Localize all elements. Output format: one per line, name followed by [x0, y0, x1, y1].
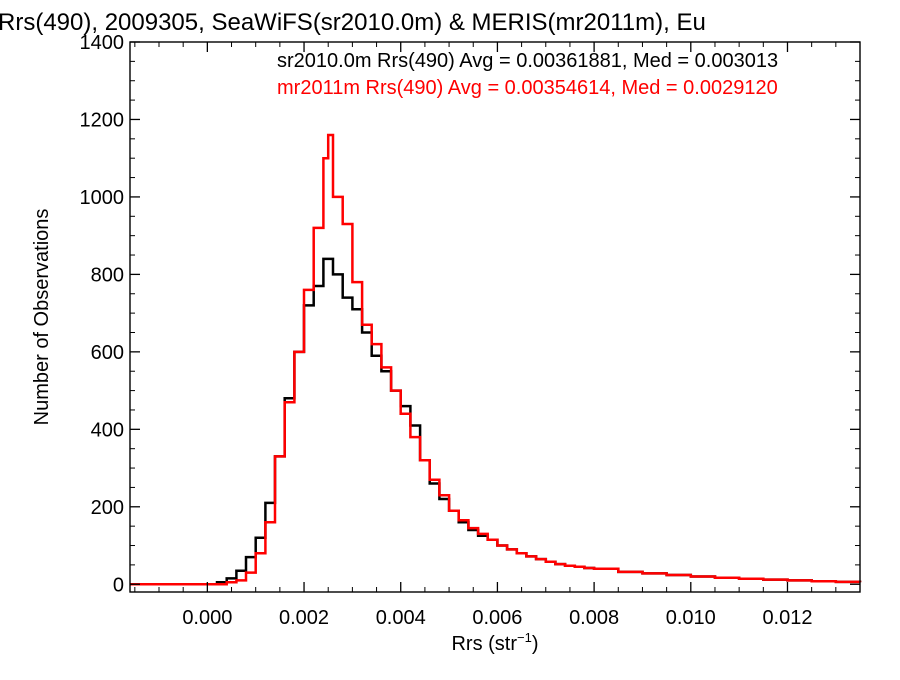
- x-tick-label: 0.010: [666, 607, 716, 629]
- x-tick-label: 0.002: [279, 607, 329, 629]
- x-axis-label-end: ): [532, 633, 539, 655]
- y-tick-label: 400: [91, 419, 124, 441]
- plot-series: [130, 133, 862, 586]
- x-tick-label: 0.008: [569, 607, 619, 629]
- y-tick-label: 600: [91, 342, 124, 364]
- x-axis-label: Rrs (str−1): [451, 630, 538, 655]
- y-tick-label: 1000: [80, 187, 125, 209]
- series-line-sr2010.0m: [130, 257, 862, 586]
- y-axis-label: Number of Observations: [31, 209, 53, 426]
- annotation-black: sr2010.0m Rrs(490) Avg = 0.00361881, Med…: [277, 50, 778, 72]
- chart-title: Rrs(490), 2009305, SeaWiFS(sr2010.0m) & …: [0, 9, 706, 36]
- x-axis-ticks: 0.000 0.002 0.004 0.006 0.008 0.010 0.012: [134, 42, 861, 629]
- y-tick-label: 0: [113, 574, 124, 596]
- plot-frame: [129, 41, 861, 593]
- series-line-mr2011m: [130, 133, 862, 586]
- y-tick-label: 200: [91, 497, 124, 519]
- x-tick-label: 0.006: [472, 607, 522, 629]
- x-tick-label: 0.012: [762, 607, 812, 629]
- y-tick-label: 800: [91, 264, 124, 286]
- x-axis-label-main: Rrs (str: [451, 633, 517, 655]
- y-tick-label: 1400: [80, 32, 125, 54]
- y-tick-label: 1200: [80, 109, 125, 131]
- y-axis-ticks: 0 200 400 600 800 1000 1200 1400: [80, 32, 860, 596]
- x-tick-label: 0.004: [376, 607, 426, 629]
- x-tick-label: 0.000: [182, 607, 232, 629]
- x-axis-label-sup: −1: [517, 630, 532, 645]
- annotation-red: mr2011m Rrs(490) Avg = 0.00354614, Med =…: [277, 77, 778, 99]
